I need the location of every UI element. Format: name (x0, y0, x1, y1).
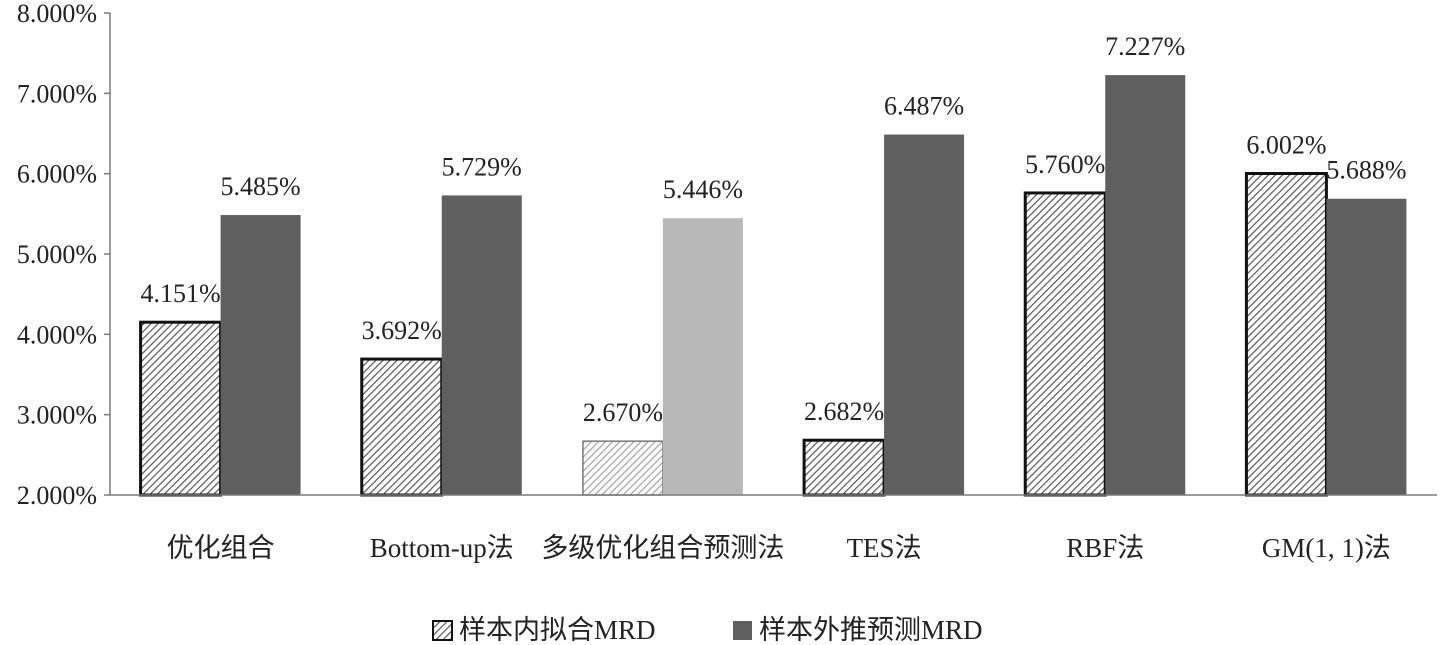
bar-out-of-sample-mrd (1105, 75, 1186, 496)
data-label-in-sample: 3.692% (362, 316, 442, 345)
legend-label-out-of-sample: 样本外推预测MRD (759, 615, 983, 645)
data-label-out-of-sample: 6.487% (884, 92, 964, 121)
y-tick-label: 3.000% (17, 401, 97, 430)
bar-out-of-sample-mrd (220, 215, 301, 495)
data-label-in-sample: 5.760% (1025, 150, 1105, 179)
bar-out-of-sample-mrd (662, 218, 743, 495)
bar-in-sample-mrd (360, 357, 444, 497)
y-tick-label: 4.000% (17, 320, 97, 349)
bar-out-of-sample-mrd (441, 195, 522, 495)
data-label-in-sample: 2.682% (804, 397, 884, 426)
data-label-in-sample: 6.002% (1246, 131, 1326, 160)
x-category-label: GM(1, 1)法 (1262, 533, 1391, 563)
data-label-out-of-sample: 5.688% (1326, 156, 1406, 185)
data-label-out-of-sample: 5.485% (220, 172, 300, 201)
y-axis: 2.000% 3.000% 4.000% 5.000% 6.000% 7.000% 8.00… (17, 0, 111, 510)
y-tick-label: 6.000% (17, 160, 97, 189)
bar-out-of-sample-mrd (884, 134, 965, 496)
data-labels: 4.151% 5.485% 3.692% 5.729% 2.670% 5.446% 2.68… (140, 32, 1406, 427)
legend-swatch-in-sample (432, 620, 453, 641)
bar-in-sample-mrd (139, 320, 223, 497)
bar-in-sample-mrd (802, 438, 886, 497)
bars (139, 75, 1407, 497)
bar-in-sample-mrd (582, 440, 664, 496)
bar-in-sample-mrd (1244, 172, 1328, 497)
x-category-label: 多级优化组合预测法 (541, 533, 784, 563)
data-label-out-of-sample: 5.446% (663, 175, 743, 204)
x-category-label: TES法 (847, 533, 922, 563)
x-category-label: 优化组合 (167, 533, 275, 563)
bar-out-of-sample-mrd (1326, 198, 1407, 496)
legend-label-in-sample: 样本内拟合MRD (459, 615, 656, 645)
x-axis: 优化组合 Bottom-up法 多级优化组合预测法 TES法 RBF法 GM(1, 1)法 (110, 494, 1437, 563)
legend-swatch-out-of-sample (733, 621, 752, 640)
y-tick-label: 2.000% (17, 481, 97, 510)
data-label-in-sample: 4.151% (140, 279, 220, 308)
y-tick-label: 8.000% (17, 0, 97, 28)
x-category-label: Bottom-up法 (370, 533, 514, 563)
data-label-out-of-sample: 7.227% (1105, 32, 1185, 61)
x-category-label: RBF法 (1066, 533, 1144, 563)
data-label-out-of-sample: 5.729% (442, 152, 522, 181)
data-label-in-sample: 2.670% (583, 398, 663, 427)
legend: 样本内拟合MRD 样本外推预测MRD (432, 615, 983, 645)
y-tick-label: 5.000% (17, 240, 97, 269)
y-tick-label: 7.000% (17, 79, 97, 108)
bar-in-sample-mrd (1023, 191, 1107, 497)
